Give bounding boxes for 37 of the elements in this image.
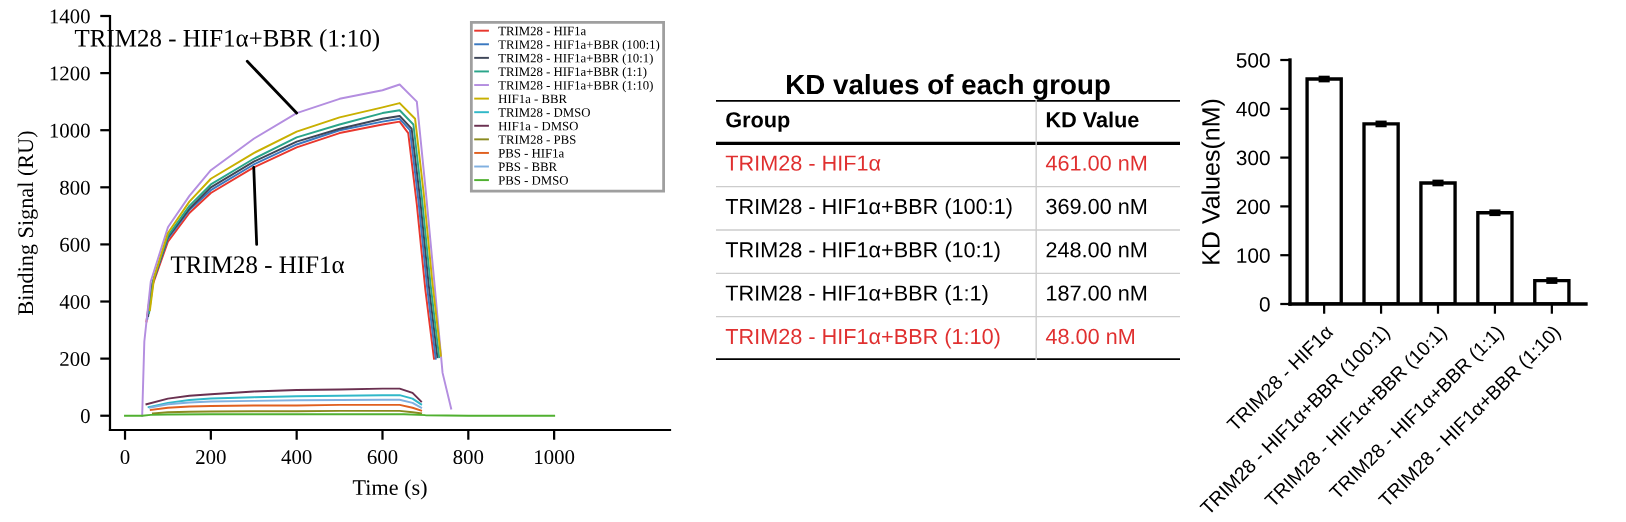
y-tick-label: 0 bbox=[1259, 297, 1270, 312]
y-tick-label: 100 bbox=[1237, 248, 1270, 263]
text: TRIM28 - HIF1α bbox=[725, 155, 881, 171]
text: 461.00 nM bbox=[1045, 155, 1147, 171]
text: TRIM28 - HIF1α+BBR (100:1) bbox=[725, 198, 1012, 219]
text: TRIM28 - HIF1α+BBR (1:1) bbox=[725, 284, 988, 306]
y-tick-label: 1400 bbox=[50, 9, 90, 24]
text: 48.00 nM bbox=[1045, 328, 1134, 345]
text: Group bbox=[726, 112, 790, 132]
y-tick-label: 400 bbox=[59, 294, 90, 309]
line-series bbox=[145, 387, 423, 406]
x-tick-label: 800 bbox=[453, 450, 484, 465]
x-tick-label: 0 bbox=[120, 450, 130, 465]
y-tick-label: 300 bbox=[1236, 150, 1270, 166]
y-tick-label: 200 bbox=[1236, 199, 1270, 215]
y-tick-label: 1200 bbox=[50, 66, 90, 81]
text: KD Value bbox=[1046, 111, 1139, 128]
text: 248.00 nM bbox=[1046, 242, 1147, 258]
annotation: TRIM28 - HIF1α bbox=[170, 256, 345, 274]
line-series bbox=[141, 83, 453, 417]
y-tick-label: 500 bbox=[1236, 53, 1270, 68]
text: 369.00 nM bbox=[1046, 198, 1147, 215]
text: TRIM28 - HIF1α+BBR (10:1) bbox=[725, 241, 1000, 262]
y-tick-label: 800 bbox=[60, 180, 90, 195]
x-tick-label: 400 bbox=[281, 450, 312, 465]
x-tick-label: 1000 bbox=[535, 450, 575, 465]
text: KD values of each group bbox=[787, 73, 1110, 100]
y-tick-label: 600 bbox=[60, 237, 90, 252]
y-tick-label: 400 bbox=[1236, 101, 1270, 117]
x-axis-title: Time (s) bbox=[352, 479, 427, 500]
y-axis-title: KD Values(nM) bbox=[1201, 99, 1225, 264]
y-tick-label: 1000 bbox=[50, 123, 90, 138]
text: 187.00 nM bbox=[1047, 285, 1147, 301]
x-tick-label: 600 bbox=[367, 450, 398, 465]
y-axis-title: Binding Signal (RU) bbox=[17, 131, 38, 315]
x-tick-label: 200 bbox=[196, 450, 226, 465]
y-tick-label: 200 bbox=[60, 351, 90, 367]
